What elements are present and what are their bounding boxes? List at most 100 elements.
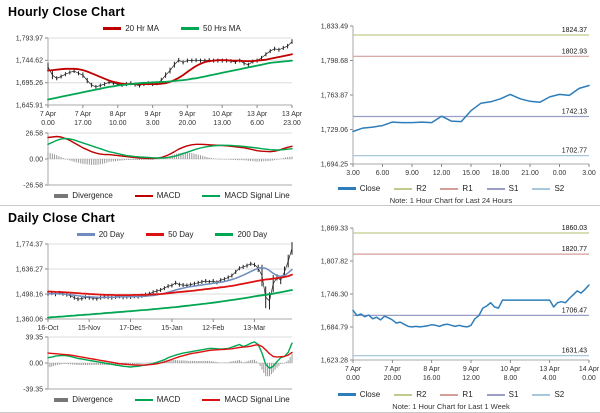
legend-label: MACD <box>156 191 181 200</box>
weekly-sr-chart: 1,869.33 1,807.82 1,746.30 1,684.79 1,623.28… <box>307 220 600 388</box>
legend-swatch <box>486 393 505 396</box>
hourly-sr-panel: 1,833.49 1,798.68 1,763.87 1,729.06 1,694.25… <box>302 0 600 205</box>
svg-text:13 Apr: 13 Apr <box>282 111 303 118</box>
svg-text:1,763.87: 1,763.87 <box>321 92 348 99</box>
daily-macd-chart-svg: 39.35 0.00 -39.35 <box>23 334 293 393</box>
legend-swatch <box>54 397 69 402</box>
svg-text:9 Apr: 9 Apr <box>145 111 162 118</box>
svg-text:-26.58: -26.58 <box>23 182 43 189</box>
svg-text:1860.03: 1860.03 <box>562 225 587 232</box>
legend-swatch <box>134 398 153 401</box>
svg-text:8 Apr: 8 Apr <box>423 366 440 373</box>
hourly-sr-note: Note: 1 Hour Chart for Last 24 Hours <box>389 196 513 205</box>
legend-label: MACD <box>156 395 181 404</box>
svg-text:8 Apr: 8 Apr <box>110 111 127 118</box>
hourly-ma-legend: 20 Hr MA 50 Hrs MA <box>6 22 302 35</box>
legend-item-macd: MACD <box>134 395 181 404</box>
svg-text:13.00: 13.00 <box>213 120 231 127</box>
legend-label: S1 <box>508 184 519 193</box>
svg-text:39.35: 39.35 <box>25 334 43 341</box>
legend-item-divergence: Divergence <box>54 395 113 404</box>
legend-label: MACD Signal Line <box>224 191 290 200</box>
svg-text:1,746.30: 1,746.30 <box>321 291 348 298</box>
svg-text:1,684.79: 1,684.79 <box>321 324 348 331</box>
legend-item-200-day: 200 Day <box>215 230 267 239</box>
hourly-chart-title: Hourly Close Chart <box>8 5 125 19</box>
svg-text:13 Apr: 13 Apr <box>247 111 268 118</box>
legend-swatch <box>394 393 413 396</box>
svg-text:18.00: 18.00 <box>492 170 510 177</box>
svg-text:26.58: 26.58 <box>25 130 43 137</box>
svg-text:21.00: 21.00 <box>521 170 539 177</box>
legend-item-s1: S1 <box>486 184 519 193</box>
legend-label: R2 <box>416 390 427 399</box>
legend-item-s2: S2 <box>532 184 564 193</box>
legend-swatch <box>202 398 221 401</box>
svg-text:17-Dec: 17-Dec <box>119 325 142 332</box>
svg-text:8.00: 8.00 <box>504 375 518 382</box>
legend-swatch <box>394 187 413 190</box>
svg-text:1,498.16: 1,498.16 <box>16 291 43 298</box>
svg-text:13-Mar: 13-Mar <box>243 325 266 332</box>
svg-text:20.00: 20.00 <box>384 375 402 382</box>
hourly-sr-chart: 1,833.49 1,798.68 1,763.87 1,729.06 1,694.25… <box>307 20 596 182</box>
svg-text:7 Apr: 7 Apr <box>75 111 92 118</box>
svg-text:10 Apr: 10 Apr <box>212 111 233 118</box>
legend-label: 20 Hr MA <box>125 24 159 33</box>
legend-swatch <box>440 187 459 190</box>
svg-text:0.00: 0.00 <box>41 120 55 127</box>
legend-label: S2 <box>554 184 565 193</box>
legend-item-close: Close <box>337 390 381 399</box>
legend-swatch <box>103 27 122 30</box>
svg-text:15.00: 15.00 <box>462 170 480 177</box>
legend-item-macd: MACD <box>134 191 181 200</box>
legend-swatch <box>76 233 95 236</box>
svg-text:9 Apr: 9 Apr <box>179 111 196 118</box>
legend-label: S1 <box>508 390 519 399</box>
legend-swatch <box>146 233 165 236</box>
legend-label: Close <box>359 390 381 399</box>
legend-label: 50 Hrs MA <box>203 24 241 33</box>
svg-text:6.00: 6.00 <box>376 170 390 177</box>
daily-sr-panel: 1,869.33 1,807.82 1,746.30 1,684.79 1,623.28… <box>302 206 600 412</box>
svg-text:20.00: 20.00 <box>179 120 197 127</box>
legend-item-r1: R1 <box>440 390 473 399</box>
svg-text:12-Feb: 12-Feb <box>202 325 224 332</box>
svg-text:17.00: 17.00 <box>74 120 92 127</box>
legend-item-r2: R2 <box>394 390 426 399</box>
svg-text:1,729.06: 1,729.06 <box>321 127 348 134</box>
svg-text:12.00: 12.00 <box>462 375 480 382</box>
legend-swatch <box>202 194 221 197</box>
svg-text:10.00: 10.00 <box>109 120 127 127</box>
svg-text:15-Nov: 15-Nov <box>78 325 101 332</box>
daily-price-chart: 1,774.37 1,636.27 1,498.16 1,360.06 16-Oct 15… <box>6 241 302 335</box>
daily-ma-legend: 20 Day 50 Day 200 Day <box>6 228 302 241</box>
legend-item-r1: R1 <box>440 184 473 193</box>
weekly-sr-chart-svg: 1,869.33 1,807.82 1,746.30 1,684.79 1,623.28… <box>321 225 600 382</box>
hourly-macd-chart-svg: 26.58 0.00 -26.58 <box>23 130 293 189</box>
legend-swatch <box>215 233 234 236</box>
svg-text:1820.77: 1820.77 <box>562 246 587 253</box>
svg-text:16-Oct: 16-Oct <box>37 325 58 332</box>
legend-item-macd-signal-line: MACD Signal Line <box>202 191 290 200</box>
legend-label: 200 Day <box>237 230 268 239</box>
svg-text:-39.35: -39.35 <box>23 386 43 393</box>
legend-item-macd-signal-line: MACD Signal Line <box>202 395 290 404</box>
svg-text:23.00: 23.00 <box>283 120 301 127</box>
hourly-panel: Hourly Close Chart 20 Hr MA 50 Hrs MA 1,7… <box>0 0 303 205</box>
legend-swatch <box>532 393 551 396</box>
svg-text:0.00: 0.00 <box>553 170 567 177</box>
svg-text:4.00: 4.00 <box>543 375 557 382</box>
svg-text:1,360.06: 1,360.06 <box>16 316 43 323</box>
legend-swatch <box>440 393 459 396</box>
legend-item-s1: S1 <box>486 390 519 399</box>
hourly-sr-legend: Close R2 R1 S1 S2 <box>337 182 564 195</box>
svg-text:6.00: 6.00 <box>250 120 264 127</box>
legend-item-s2: S2 <box>532 390 564 399</box>
hourly-price-chart-svg: 1,793.97 1,744.62 1,695.26 1,645.91 7 Apr 0.0… <box>16 35 303 127</box>
legend-label: S2 <box>554 390 565 399</box>
legend-label: R2 <box>416 184 427 193</box>
svg-text:1631.43: 1631.43 <box>562 348 587 355</box>
daily-macd-legend: Divergence MACD MACD Signal Line <box>6 393 302 406</box>
bottom-row: Daily Close Chart 20 Day 50 Day 200 Day 1,… <box>0 206 600 413</box>
